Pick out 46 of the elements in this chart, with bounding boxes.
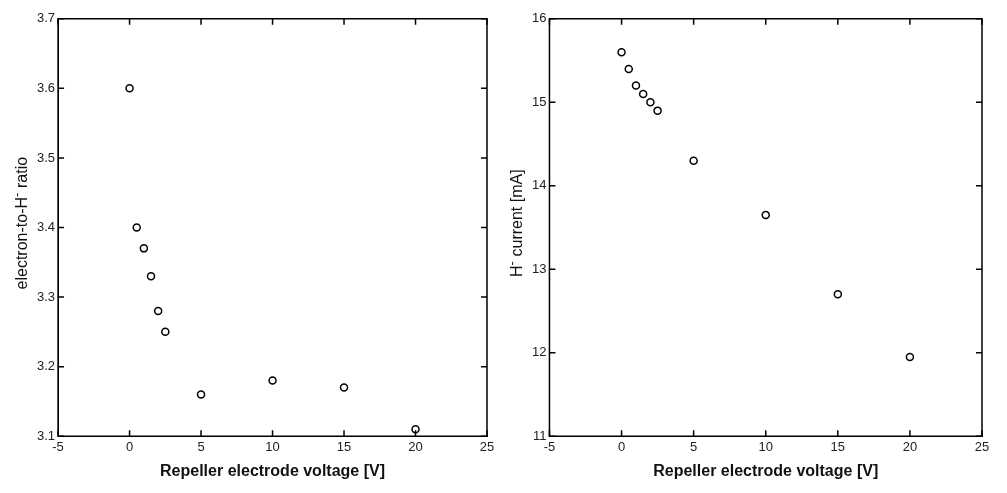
x-tick-label: 25 xyxy=(974,438,990,454)
x-tick-label: 15 xyxy=(830,438,846,454)
point xyxy=(196,390,206,399)
point xyxy=(833,290,843,299)
point xyxy=(617,47,626,57)
point xyxy=(624,64,634,74)
y-tick-label: 15 xyxy=(531,93,547,109)
x-tick-label: 10 xyxy=(265,438,280,454)
y-tick-label: 12 xyxy=(531,344,547,360)
point xyxy=(139,244,149,253)
y-tick-label: 14 xyxy=(531,177,547,193)
point xyxy=(689,156,698,165)
point xyxy=(132,223,141,232)
y-tick-label: 13 xyxy=(531,260,547,276)
point xyxy=(153,306,163,316)
y-tick-label: 16 xyxy=(531,10,547,26)
x-tick-label: 0 xyxy=(617,438,626,454)
point xyxy=(653,106,662,115)
x-tick-label: 5 xyxy=(690,438,698,454)
point xyxy=(411,424,420,434)
x-axis-title: Repeller electrode voltage [V] xyxy=(160,461,386,479)
x-tick-label: 25 xyxy=(479,438,495,454)
point xyxy=(268,376,277,385)
point xyxy=(761,210,770,220)
point xyxy=(339,383,349,392)
x-axis-title: Repeller electrode voltage [V] xyxy=(653,461,879,479)
x-tick-label: 10 xyxy=(758,438,773,454)
point xyxy=(905,352,915,362)
x-tick-label: 5 xyxy=(197,438,205,454)
y-tick-label: 3.5 xyxy=(36,149,56,165)
point xyxy=(161,327,170,337)
y-tick-label: 11 xyxy=(532,427,547,443)
y-tick-label: 3.2 xyxy=(36,358,56,374)
point xyxy=(631,81,641,90)
point xyxy=(638,89,648,99)
x-tick-label: 20 xyxy=(902,438,918,454)
point xyxy=(125,84,134,93)
x-tick-label: 0 xyxy=(125,438,134,454)
x-tick-label: 20 xyxy=(408,438,423,454)
y-tick-label: 3.7 xyxy=(36,10,56,26)
y-tick-label: 3.3 xyxy=(36,288,56,304)
point xyxy=(646,98,655,107)
point xyxy=(146,271,156,281)
x-tick-label: 15 xyxy=(336,438,352,454)
y-tick-label: 3.4 xyxy=(36,219,56,235)
y-tick-label: 3.6 xyxy=(36,79,56,95)
